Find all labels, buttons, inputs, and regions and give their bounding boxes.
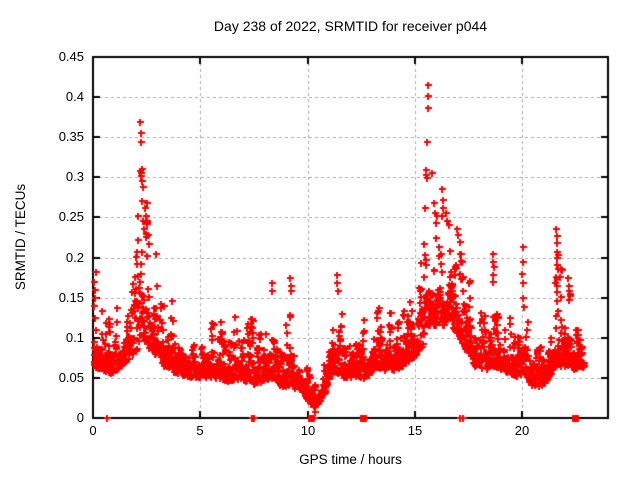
y-axis-label: SRMTID / TECUs xyxy=(13,183,28,291)
y-tick-label: 0.3 xyxy=(65,169,84,184)
y-tick-label: 0.35 xyxy=(58,129,84,144)
x-tick-label: 10 xyxy=(300,423,316,438)
y-tick-label: 0 xyxy=(76,410,84,425)
y-tick-label: 0.45 xyxy=(58,49,84,64)
y-tick-label: 0.25 xyxy=(58,209,84,224)
x-tick-label: 20 xyxy=(514,423,530,438)
chart-title: Day 238 of 2022, SRMTID for receiver p04… xyxy=(213,18,488,34)
x-axis-label: GPS time / hours xyxy=(299,452,402,467)
x-tick-label: 0 xyxy=(89,423,97,438)
x-tick-label: 5 xyxy=(196,423,204,438)
y-tick-label: 0.15 xyxy=(58,290,84,305)
y-tick-label: 0.2 xyxy=(65,250,84,265)
y-tick-label: 0.4 xyxy=(65,89,84,104)
y-tick-label: 0.05 xyxy=(58,370,84,385)
x-tick-label: 15 xyxy=(407,423,423,438)
y-tick-label: 0.1 xyxy=(65,330,84,345)
